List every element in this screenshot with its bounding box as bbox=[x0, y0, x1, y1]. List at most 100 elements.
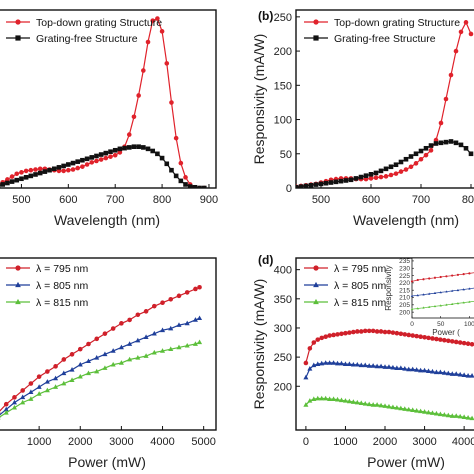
data-point bbox=[378, 363, 384, 369]
panel-b: (b) 500 600 700 800 0 50 100 150 200 250 Wavelength… bbox=[251, 9, 474, 228]
data-point bbox=[5, 177, 10, 182]
data-point bbox=[61, 163, 66, 169]
data-point bbox=[469, 415, 474, 421]
plot-frame bbox=[0, 257, 217, 431]
data-point bbox=[33, 172, 38, 177]
inset-data-point bbox=[428, 305, 431, 308]
data-point bbox=[319, 360, 325, 366]
data-point bbox=[152, 303, 157, 309]
data-point bbox=[169, 100, 174, 105]
data-point bbox=[378, 174, 384, 180]
data-point bbox=[19, 170, 24, 175]
series-line bbox=[0, 317, 200, 416]
data-point bbox=[438, 120, 444, 126]
data-point bbox=[457, 413, 463, 419]
data-point bbox=[355, 329, 360, 334]
data-point bbox=[370, 363, 376, 368]
data-point bbox=[333, 179, 339, 185]
inset-x-axis-label: Power ( bbox=[432, 328, 460, 337]
data-point bbox=[28, 389, 34, 394]
data-point bbox=[9, 179, 15, 184]
data-point bbox=[414, 333, 419, 339]
inset-data-point bbox=[468, 287, 471, 290]
data-point bbox=[428, 148, 434, 153]
x-tick-label: 2000 bbox=[68, 436, 92, 448]
x-axis-label: Power (mW) bbox=[68, 454, 146, 470]
data-point bbox=[183, 175, 188, 180]
data-point bbox=[192, 317, 198, 322]
data-point bbox=[425, 368, 432, 373]
data-point bbox=[393, 171, 399, 176]
data-point bbox=[327, 333, 332, 338]
data-point bbox=[403, 167, 409, 172]
data-point bbox=[102, 331, 108, 336]
data-point bbox=[159, 327, 166, 333]
data-point bbox=[143, 353, 149, 358]
inset-data-point bbox=[416, 278, 419, 282]
data-point bbox=[433, 369, 439, 375]
data-point bbox=[19, 176, 24, 182]
legend-marker bbox=[15, 19, 21, 25]
x-tick-label: 4000 bbox=[150, 436, 174, 448]
data-point bbox=[406, 366, 412, 372]
data-point bbox=[383, 166, 389, 172]
data-point bbox=[378, 168, 384, 174]
data-point bbox=[135, 355, 141, 360]
data-point bbox=[433, 410, 439, 416]
data-point bbox=[118, 360, 124, 365]
data-point bbox=[37, 166, 43, 172]
inset-data-point bbox=[462, 301, 465, 304]
series-line bbox=[296, 140, 472, 188]
data-point bbox=[94, 368, 100, 374]
x-tick-label: 1000 bbox=[333, 436, 357, 448]
inset-data-point bbox=[450, 302, 454, 305]
y-tick-label: 50 bbox=[280, 149, 292, 161]
data-point bbox=[429, 410, 436, 415]
inset-data-point bbox=[410, 294, 414, 297]
data-point bbox=[20, 394, 26, 400]
inset-data-point bbox=[439, 275, 442, 279]
data-point bbox=[468, 151, 474, 157]
inset-y-tick-label: 210 bbox=[399, 295, 410, 302]
data-point bbox=[429, 368, 436, 374]
data-point bbox=[378, 402, 384, 408]
data-point bbox=[453, 371, 459, 376]
data-point bbox=[98, 152, 104, 157]
x-tick-label: 3000 bbox=[412, 436, 436, 448]
x-axis-label: Power (mW) bbox=[367, 454, 445, 470]
data-point bbox=[413, 161, 419, 166]
data-point bbox=[443, 96, 449, 102]
x-tick-label: 1000 bbox=[27, 436, 51, 448]
data-point bbox=[102, 365, 108, 370]
data-point bbox=[303, 360, 309, 366]
data-point bbox=[373, 175, 379, 181]
data-point bbox=[178, 178, 184, 184]
data-point bbox=[136, 144, 141, 150]
data-point bbox=[342, 398, 348, 403]
data-point bbox=[323, 360, 329, 365]
data-point bbox=[303, 402, 309, 407]
data-point bbox=[197, 315, 203, 321]
data-point bbox=[110, 326, 116, 331]
data-point bbox=[80, 164, 85, 169]
data-point bbox=[112, 147, 118, 153]
data-point bbox=[328, 180, 334, 185]
x-tick-label: 500 bbox=[12, 194, 30, 206]
data-point bbox=[453, 48, 459, 54]
data-point bbox=[141, 145, 146, 150]
data-point bbox=[438, 140, 444, 146]
data-point bbox=[94, 153, 99, 159]
panel-c: 1000 2000 3000 4000 5000 Power (mW) λ = 795 nm… bbox=[0, 257, 217, 470]
legend-marker bbox=[15, 298, 21, 305]
data-point bbox=[463, 20, 469, 25]
plot-frame bbox=[295, 257, 474, 431]
data-point bbox=[70, 167, 76, 172]
data-point bbox=[390, 364, 396, 370]
data-point bbox=[418, 148, 424, 154]
inset-series-line bbox=[411, 287, 474, 297]
inset-data-point bbox=[410, 280, 414, 283]
inset-data-point bbox=[416, 293, 419, 297]
data-point bbox=[3, 406, 9, 412]
x-axis-label: Wavelength (nm) bbox=[353, 212, 459, 228]
data-point bbox=[448, 72, 454, 78]
